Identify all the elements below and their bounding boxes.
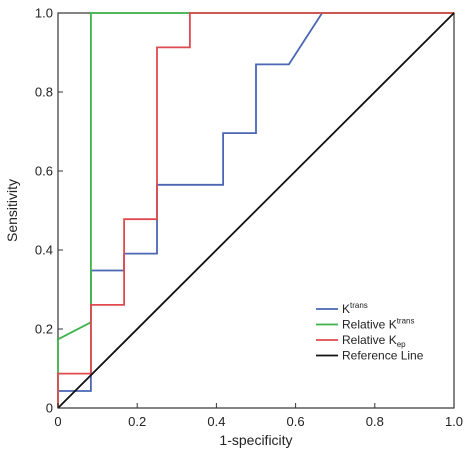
y-tick-label: 1.0 <box>35 6 53 21</box>
legend-label-3: Reference Line <box>342 349 424 363</box>
legend-label-2: Relative Kep <box>342 333 406 349</box>
legend-label-0: Ktrans <box>342 301 368 316</box>
axes-layer: 0 0.2 0.4 0.6 0.8 1.0 0 0.2 0.4 0.6 0.8 1.0 <box>35 6 463 430</box>
y-tick-label: 0.8 <box>35 85 53 100</box>
x-tick-label: 1.0 <box>445 414 463 429</box>
x-tick-label: 0.6 <box>287 414 305 429</box>
x-tick-label: 0.4 <box>207 414 225 429</box>
y-tick-label: 0 <box>46 401 53 416</box>
x-tick-label: 0.8 <box>366 414 384 429</box>
series-layer <box>57 12 455 409</box>
y-tick-label: 0.4 <box>35 243 53 258</box>
y-axis-label: Sensitivity <box>4 179 20 242</box>
x-axis-label: 1-specificity <box>219 432 292 448</box>
x-tick-label: 0.2 <box>128 414 146 429</box>
series-line-3 <box>57 12 455 409</box>
legend-label-1: Relative Ktrans <box>342 317 415 332</box>
y-tick-label: 0.6 <box>35 164 53 179</box>
x-tick-label: 0 <box>54 414 61 429</box>
series-line-2 <box>57 12 454 408</box>
y-tick-label: 0.2 <box>35 322 53 337</box>
